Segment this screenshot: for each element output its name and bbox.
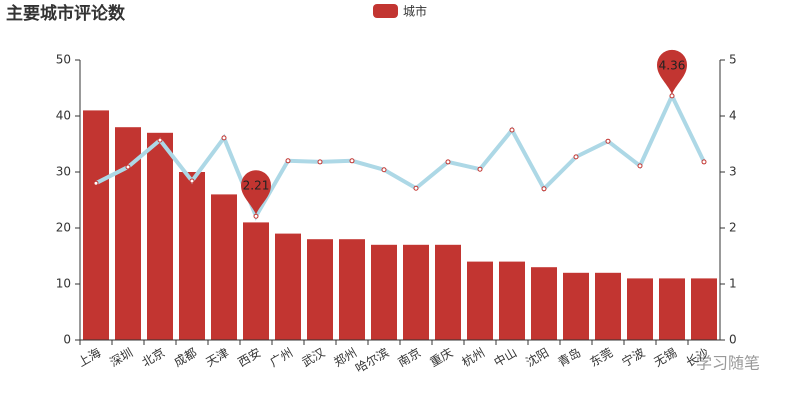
bar [467,261,493,340]
point [317,159,323,165]
x-tick-label: 上海 [75,345,103,370]
bar [339,239,365,340]
x-tick-label: 杭州 [459,345,487,370]
bar [627,278,653,340]
x-tick-label: 无锡 [651,345,679,370]
point [669,93,675,99]
x-tick-label: 成都 [171,346,199,370]
legend-swatch [373,4,398,18]
point [413,185,419,191]
point [573,154,579,160]
bar [115,127,141,340]
bar [563,272,589,340]
legend-label: 城市 [403,4,427,19]
pin-label: 2.21 [243,179,270,193]
y-tick-label: 20 [56,221,71,235]
bar [531,267,557,340]
point [381,167,387,173]
x-tick-label: 宁波 [619,345,647,370]
point [349,158,355,164]
watermark: 学习随笔 [696,354,760,373]
bar [659,278,685,340]
x-tick-label: 天津 [203,346,231,370]
y-tick-label: 40 [56,109,71,123]
point [445,159,451,165]
bar [371,244,397,340]
point [605,138,611,144]
x-tick-label: 南京 [395,345,423,370]
point [637,163,643,169]
pin [241,170,271,215]
x-tick-label: 深圳 [107,346,135,370]
point [509,127,515,133]
y-tick-label: 0 [63,333,71,347]
x-tick-label: 重庆 [427,346,455,370]
x-tick-label: 广州 [267,346,295,370]
x-tick-label: 西安 [235,345,263,370]
bar [307,239,333,340]
point [189,178,195,184]
point [157,137,163,143]
y-tick-label: 10 [56,277,71,291]
y-tick-label: 50 [56,53,71,67]
x-tick-label: 武汉 [299,346,327,370]
chart-title: 主要城市评论数 [6,3,126,24]
y2-tick-label: 5 [729,53,737,67]
x-tick-label: 东莞 [587,346,615,370]
pin [657,49,687,94]
y2-tick-label: 3 [729,165,737,179]
point [477,166,483,172]
bar [435,244,461,340]
point [701,159,707,165]
bar [595,272,621,340]
line [95,91,706,221]
point [285,158,291,164]
bar [691,278,717,340]
x-tick-label: 沈阳 [523,345,551,370]
bar [83,110,109,341]
bar [275,233,301,340]
pin-label: 4.36 [659,58,686,72]
point [93,180,99,186]
y2-tick-label: 0 [729,333,737,347]
bar [243,222,269,340]
point [221,135,227,141]
x-tick-label: 哈尔滨 [353,345,392,376]
y2-tick-label: 4 [729,109,737,123]
point [541,186,547,192]
bar [211,194,237,340]
y-tick-label: 30 [56,165,71,179]
point [253,213,259,219]
point [125,164,131,170]
bar [403,244,429,340]
x-tick-label: 青岛 [555,345,583,370]
y2-tick-label: 1 [729,277,737,291]
y2-tick-label: 2 [729,221,737,235]
x-tick-label: 北京 [139,346,167,370]
bar [499,261,525,340]
bar [179,172,205,340]
x-tick-label: 中山 [491,345,519,370]
bar [147,132,173,340]
